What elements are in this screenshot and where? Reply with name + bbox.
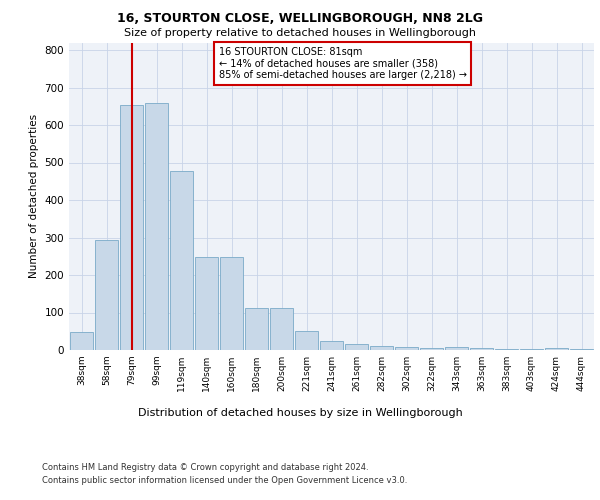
Text: 16 STOURTON CLOSE: 81sqm
← 14% of detached houses are smaller (358)
85% of semi-: 16 STOURTON CLOSE: 81sqm ← 14% of detach… [218, 47, 467, 80]
Bar [95, 240, 118, 350]
Text: Size of property relative to detached houses in Wellingborough: Size of property relative to detached ho… [124, 28, 476, 38]
Bar [195, 257, 218, 350]
Y-axis label: Number of detached properties: Number of detached properties [29, 114, 39, 278]
Bar [70, 332, 93, 350]
Text: Contains HM Land Registry data © Crown copyright and database right 2024.: Contains HM Land Registry data © Crown c… [42, 462, 368, 471]
Bar [170, 171, 193, 350]
Bar [295, 330, 318, 350]
Bar [345, 344, 368, 350]
Bar [470, 348, 493, 350]
Bar [120, 105, 143, 350]
Bar [520, 349, 543, 350]
Bar [420, 348, 443, 350]
Bar [220, 257, 243, 350]
Text: Contains public sector information licensed under the Open Government Licence v3: Contains public sector information licen… [42, 476, 407, 485]
Bar [570, 349, 593, 350]
Bar [320, 340, 343, 350]
Bar [270, 308, 293, 350]
Bar [545, 348, 568, 350]
Text: Distribution of detached houses by size in Wellingborough: Distribution of detached houses by size … [137, 408, 463, 418]
Text: 16, STOURTON CLOSE, WELLINGBOROUGH, NN8 2LG: 16, STOURTON CLOSE, WELLINGBOROUGH, NN8 … [117, 12, 483, 26]
Bar [445, 348, 468, 350]
Bar [395, 347, 418, 350]
Bar [495, 349, 518, 350]
Bar [145, 102, 168, 350]
Bar [245, 308, 268, 350]
Bar [370, 346, 393, 350]
